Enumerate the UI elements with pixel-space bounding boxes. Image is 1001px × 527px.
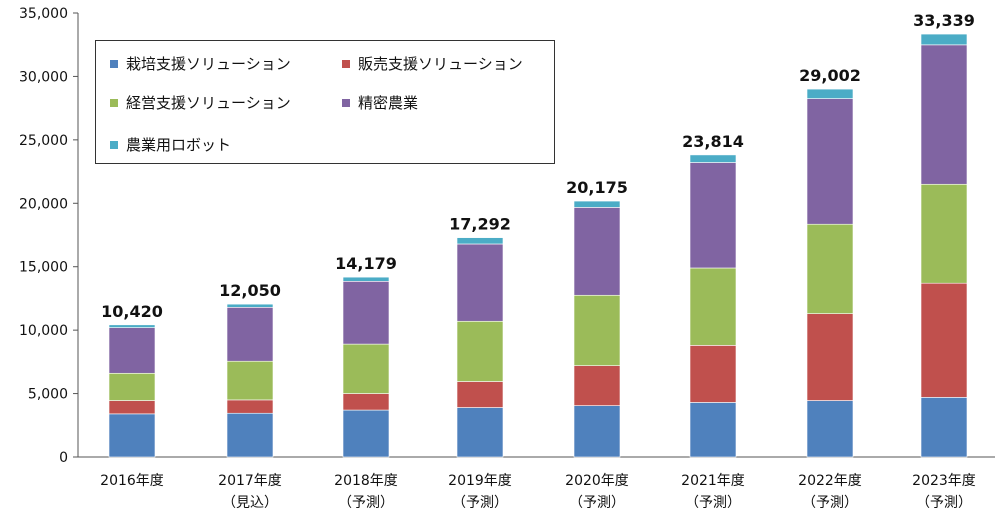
x-tick-label: 2017年度 <box>218 473 282 489</box>
legend: 栽培支援ソリューション 販売支援ソリューション 経営支援ソリューション 精密農業… <box>95 40 555 164</box>
legend-item-sales: 販売支援ソリューション <box>342 53 523 74</box>
y-tick-label: 0 <box>59 450 68 466</box>
y-tick-label: 5,000 <box>28 387 68 403</box>
bar-segment-5 <box>920 33 968 46</box>
bar-segment-1 <box>573 405 621 458</box>
total-label: 20,175 <box>566 178 628 197</box>
bar-segment-4 <box>573 207 621 296</box>
total-label: 14,179 <box>335 254 397 273</box>
bar-segment-3 <box>920 183 968 284</box>
legend-item-cultivation: 栽培支援ソリューション <box>110 53 291 74</box>
x-tick-label: 2020年度 <box>565 473 629 489</box>
x-tick-label: 2018年度 <box>334 473 398 489</box>
x-tick-sublabel: （予測） <box>569 495 625 511</box>
bar-segment-2 <box>806 313 854 401</box>
bar-segment-5 <box>689 154 737 163</box>
bar-segment-2 <box>342 393 390 411</box>
bar-segment-2 <box>920 282 968 398</box>
bar-segment-3 <box>342 343 390 394</box>
bar-segment-1 <box>456 407 504 458</box>
bar-segment-2 <box>108 400 156 415</box>
bar-segment-4 <box>920 44 968 185</box>
y-tick-label: 35,000 <box>19 6 68 22</box>
legend-swatch-robot <box>110 140 118 149</box>
legend-label-precision: 精密農業 <box>358 94 419 112</box>
x-tick-sublabel: （予測） <box>916 495 972 511</box>
bar-segment-5 <box>226 303 274 308</box>
bar-segment-3 <box>806 223 854 314</box>
legend-label-sales: 販売支援ソリューション <box>358 55 523 73</box>
x-tick-label: 2022年度 <box>798 473 862 489</box>
y-tick-label: 10,000 <box>19 323 68 339</box>
legend-item-management: 経営支援ソリューション <box>110 92 291 113</box>
bar-segment-1 <box>226 412 274 458</box>
y-tick-label: 15,000 <box>19 260 68 276</box>
bar-segment-1 <box>806 400 854 458</box>
bar-segment-3 <box>226 360 274 401</box>
total-label: 23,814 <box>682 132 744 151</box>
bar-segment-3 <box>456 320 504 382</box>
bar-segment-4 <box>689 162 737 269</box>
bar-segment-2 <box>689 345 737 403</box>
bar-segment-5 <box>806 88 854 99</box>
legend-label-management: 経営支援ソリューション <box>126 94 291 112</box>
x-axis: 2016年度 2017年度 （見込） 2018年度 （予測） 2019年度 （予測） 2020… <box>78 456 995 511</box>
legend-label-robot: 農業用ロボット <box>126 136 232 154</box>
total-labels: 10,420 12,050 14,179 17,292 20,175 23,814 29,0… <box>101 11 975 321</box>
x-tick-sublabel: （見込） <box>222 495 278 511</box>
x-tick-sublabel: （予測） <box>338 495 394 511</box>
y-tick-label: 20,000 <box>19 196 68 212</box>
bar-segment-1 <box>920 397 968 458</box>
x-tick-label: 2016年度 <box>100 473 164 489</box>
total-label: 29,002 <box>799 66 861 85</box>
bar-segment-1 <box>689 402 737 458</box>
y-tick-label: 25,000 <box>19 133 68 149</box>
legend-item-precision: 精密農業 <box>342 92 418 113</box>
legend-swatch-cultivation <box>110 59 118 68</box>
bar-segment-4 <box>108 327 156 374</box>
legend-swatch-sales <box>342 59 350 68</box>
y-axis: 0 5,000 10,000 15,000 20,000 25,000 30,000 35,0… <box>19 6 79 466</box>
x-tick-sublabel: （予測） <box>802 495 858 511</box>
bar-segment-1 <box>108 413 156 458</box>
bars <box>108 33 968 458</box>
bar-segment-3 <box>689 267 737 346</box>
total-label: 33,339 <box>913 11 975 30</box>
total-label: 17,292 <box>449 215 511 234</box>
y-tick-label: 30,000 <box>19 69 68 85</box>
bar-segment-2 <box>226 399 274 414</box>
bar-segment-2 <box>456 381 504 408</box>
bar-segment-4 <box>806 98 854 225</box>
legend-item-robot: 農業用ロボット <box>110 134 231 155</box>
bar-segment-5 <box>573 200 621 208</box>
bar-segment-4 <box>456 243 504 322</box>
x-tick-label: 2019年度 <box>448 473 512 489</box>
bar-segment-1 <box>342 409 390 458</box>
bar-segment-2 <box>573 365 621 406</box>
bar-segment-3 <box>108 372 156 401</box>
x-tick-label: 2023年度 <box>912 473 976 489</box>
x-tick-sublabel: （予測） <box>685 495 741 511</box>
legend-label-cultivation: 栽培支援ソリューション <box>126 55 291 73</box>
legend-swatch-management <box>110 98 118 107</box>
bar-segment-4 <box>226 307 274 362</box>
total-label: 10,420 <box>101 302 163 321</box>
bar-segment-5 <box>456 237 504 245</box>
bar-segment-4 <box>342 281 390 345</box>
x-tick-sublabel: （予測） <box>452 495 508 511</box>
legend-swatch-precision <box>342 98 350 107</box>
bar-segment-3 <box>573 294 621 366</box>
total-label: 12,050 <box>219 281 281 300</box>
bar-segment-5 <box>108 324 156 328</box>
bar-segment-5 <box>342 276 390 282</box>
x-tick-label: 2021年度 <box>681 473 745 489</box>
